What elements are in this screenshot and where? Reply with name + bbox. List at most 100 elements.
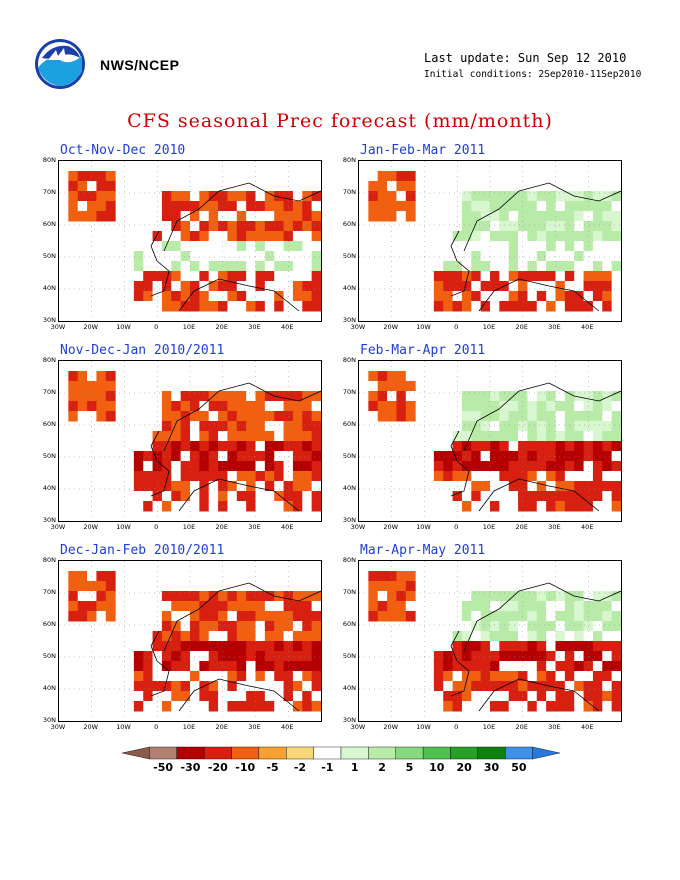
field-cell xyxy=(105,191,116,202)
field-cell xyxy=(490,621,500,632)
lon-tick-label: 40E xyxy=(281,723,294,731)
field-cell xyxy=(377,401,388,412)
field-cell xyxy=(574,671,585,682)
field-cell xyxy=(546,271,556,282)
field-cell xyxy=(611,201,621,212)
field-cell xyxy=(564,501,575,512)
field-cell xyxy=(302,481,313,492)
field-cell xyxy=(311,261,321,272)
field-cell xyxy=(199,271,210,282)
field-cell xyxy=(555,401,566,412)
field-cell xyxy=(508,221,519,232)
field-cell xyxy=(536,241,547,252)
field-cell xyxy=(546,411,556,422)
field-cell xyxy=(190,621,200,632)
lat-tick-label: 30N xyxy=(342,716,356,724)
field-cell xyxy=(574,441,585,452)
field-cell xyxy=(208,271,219,282)
field-cell xyxy=(190,281,200,292)
field-cell xyxy=(499,431,510,442)
field-cell xyxy=(564,281,575,292)
field-cell xyxy=(292,241,303,252)
field-cell xyxy=(471,681,482,692)
field-cell xyxy=(443,691,454,702)
field-cell xyxy=(311,491,321,502)
field-cell xyxy=(292,191,303,202)
field-cell xyxy=(171,271,182,282)
field-cell xyxy=(405,181,416,192)
field-cell xyxy=(246,391,256,402)
legend-swatch xyxy=(450,746,479,760)
lat-tick-label: 30N xyxy=(342,316,356,324)
field-cell xyxy=(133,471,144,482)
field-cell xyxy=(564,191,575,202)
field-cell xyxy=(171,281,182,292)
field-cell xyxy=(190,231,200,242)
field-cell xyxy=(499,421,510,432)
field-cell xyxy=(396,591,407,602)
field-cell xyxy=(180,661,191,672)
field-cell xyxy=(574,461,585,472)
field-cell xyxy=(227,291,238,302)
field-cell xyxy=(255,271,266,282)
legend-label: 10 xyxy=(429,761,445,774)
field-cell xyxy=(171,611,182,622)
field-cell xyxy=(536,481,547,492)
field-cell xyxy=(377,371,388,382)
field-cell xyxy=(461,671,472,682)
lon-tick-label: 10W xyxy=(116,523,131,531)
field-cell xyxy=(180,281,191,292)
field-cell xyxy=(490,681,500,692)
field-cell xyxy=(405,371,416,382)
lon-tick-label: 10E xyxy=(182,523,196,531)
field-cell xyxy=(302,451,313,462)
field-cell xyxy=(574,591,585,602)
field-cell xyxy=(161,681,172,692)
field-cell xyxy=(368,191,379,202)
field-cell xyxy=(564,591,575,602)
field-cell xyxy=(480,251,491,262)
field-cell xyxy=(171,451,182,462)
field-cell xyxy=(377,601,388,612)
field-cell xyxy=(161,301,172,312)
field-cell xyxy=(480,631,491,642)
field-cell xyxy=(311,631,321,642)
field-cell xyxy=(368,611,379,622)
field-cell xyxy=(377,211,388,222)
field-cell xyxy=(274,691,285,702)
field-cell xyxy=(302,431,313,442)
field-cell xyxy=(508,431,519,442)
field-cell xyxy=(499,441,510,452)
field-cell xyxy=(208,461,219,472)
field-cell xyxy=(227,441,238,452)
field-cell xyxy=(77,371,88,382)
legend-swatch xyxy=(313,746,342,760)
field-cell xyxy=(527,611,538,622)
field-cell xyxy=(527,601,538,612)
lon-tick-label: 30W xyxy=(350,723,366,731)
field-cell xyxy=(143,281,154,292)
field-cell xyxy=(236,401,247,412)
field-cell xyxy=(536,661,547,672)
field-cell xyxy=(292,691,303,702)
field-cell xyxy=(480,601,491,612)
field-cell xyxy=(564,201,575,212)
field-cell xyxy=(443,471,454,482)
field-cell xyxy=(246,671,256,682)
field-cell xyxy=(508,681,519,692)
legend-label: -1 xyxy=(321,761,334,774)
field-cell xyxy=(546,251,556,262)
lat-tick-label: 50N xyxy=(342,652,356,660)
lat-tick-label: 70N xyxy=(342,388,356,396)
lon-tick-label: 10E xyxy=(182,723,196,731)
field-cell xyxy=(377,581,388,592)
field-cell xyxy=(443,651,454,662)
field-cell xyxy=(564,701,575,712)
field-cell xyxy=(105,211,116,222)
field-cell xyxy=(490,281,500,292)
field-cell xyxy=(274,611,285,622)
field-cell xyxy=(161,231,172,242)
lon-tick-label: 30W xyxy=(350,323,366,331)
field-cell xyxy=(564,691,575,702)
lat-tick-label: 70N xyxy=(342,188,356,196)
